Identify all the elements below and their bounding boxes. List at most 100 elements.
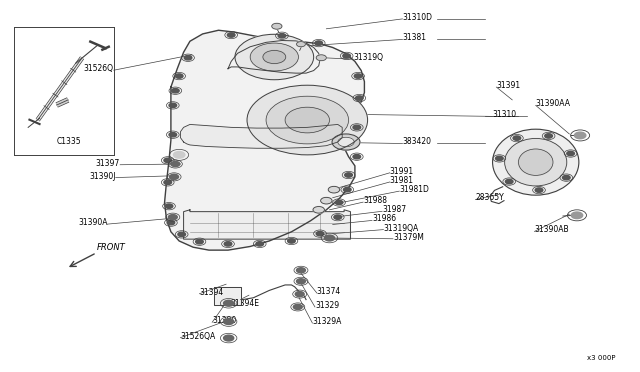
Circle shape: [513, 136, 521, 140]
Circle shape: [173, 151, 185, 158]
Polygon shape: [184, 210, 351, 239]
Circle shape: [344, 187, 351, 192]
Circle shape: [164, 158, 172, 163]
Circle shape: [315, 41, 323, 45]
Circle shape: [165, 204, 173, 208]
Text: 31526QA: 31526QA: [180, 332, 216, 341]
Circle shape: [196, 240, 204, 244]
Circle shape: [250, 43, 298, 71]
Circle shape: [169, 132, 177, 137]
Text: 31394: 31394: [200, 288, 224, 296]
Text: 31987: 31987: [382, 205, 406, 214]
Text: 31391: 31391: [497, 81, 520, 90]
Circle shape: [178, 232, 186, 237]
Circle shape: [295, 292, 304, 296]
Text: 31390A: 31390A: [78, 218, 108, 227]
Text: 28365Y: 28365Y: [476, 193, 504, 202]
Circle shape: [266, 96, 349, 144]
Text: 31390: 31390: [212, 316, 236, 325]
Circle shape: [353, 125, 360, 129]
Circle shape: [224, 242, 232, 246]
Text: C1335: C1335: [57, 137, 81, 146]
Circle shape: [169, 103, 177, 108]
Text: 31397: 31397: [96, 159, 120, 168]
Circle shape: [355, 74, 362, 78]
Circle shape: [256, 242, 264, 246]
Polygon shape: [180, 125, 342, 148]
Circle shape: [263, 51, 285, 64]
Circle shape: [272, 23, 282, 29]
Text: 31329: 31329: [315, 301, 339, 310]
Text: 383420: 383420: [403, 137, 431, 147]
Circle shape: [316, 231, 324, 236]
Circle shape: [235, 34, 314, 80]
Circle shape: [572, 212, 582, 219]
Circle shape: [353, 154, 360, 159]
Circle shape: [223, 319, 234, 324]
Circle shape: [495, 156, 503, 161]
Circle shape: [296, 268, 305, 273]
Circle shape: [563, 176, 570, 180]
Circle shape: [321, 198, 332, 204]
Circle shape: [296, 279, 305, 284]
Text: FRONT: FRONT: [97, 243, 125, 252]
Circle shape: [316, 55, 326, 61]
Ellipse shape: [505, 138, 567, 186]
Text: 31374: 31374: [317, 287, 341, 296]
Circle shape: [170, 174, 179, 179]
Circle shape: [184, 55, 192, 60]
Circle shape: [328, 186, 340, 193]
Circle shape: [545, 134, 552, 138]
Circle shape: [506, 179, 513, 184]
Text: 31319QA: 31319QA: [383, 224, 419, 232]
Text: 31329A: 31329A: [312, 317, 342, 326]
Text: 31986: 31986: [372, 214, 396, 223]
Circle shape: [223, 335, 234, 341]
Ellipse shape: [493, 129, 579, 195]
Text: 31319Q: 31319Q: [353, 53, 383, 62]
Ellipse shape: [518, 149, 553, 175]
Polygon shape: [164, 30, 364, 250]
Circle shape: [338, 137, 355, 147]
Text: 31991: 31991: [390, 167, 414, 176]
Circle shape: [167, 221, 175, 225]
Circle shape: [313, 206, 324, 213]
Text: 31310D: 31310D: [403, 13, 433, 22]
Text: 31988: 31988: [363, 196, 387, 205]
Text: 31390AA: 31390AA: [536, 99, 571, 108]
Circle shape: [168, 215, 177, 220]
Circle shape: [356, 96, 363, 100]
Circle shape: [575, 132, 586, 139]
Text: 31310: 31310: [493, 110, 516, 119]
Circle shape: [247, 85, 367, 155]
Circle shape: [171, 161, 180, 167]
Circle shape: [172, 89, 179, 93]
Circle shape: [227, 33, 235, 37]
Circle shape: [287, 239, 295, 243]
Circle shape: [296, 42, 305, 47]
Circle shape: [293, 304, 302, 310]
Text: 31981: 31981: [390, 176, 414, 185]
Circle shape: [535, 188, 543, 192]
Circle shape: [343, 54, 351, 58]
Circle shape: [567, 151, 574, 156]
Text: 31379M: 31379M: [393, 233, 424, 242]
Text: x3 000P: x3 000P: [586, 355, 615, 361]
Circle shape: [223, 300, 234, 306]
Circle shape: [278, 33, 285, 38]
Circle shape: [285, 107, 330, 133]
Circle shape: [324, 235, 335, 241]
Text: 31394E: 31394E: [230, 299, 259, 308]
Text: 31381: 31381: [403, 33, 426, 42]
Circle shape: [164, 180, 172, 185]
Circle shape: [345, 173, 353, 177]
Text: 31390J: 31390J: [89, 171, 116, 180]
Circle shape: [175, 74, 183, 78]
Text: 31981D: 31981D: [399, 185, 429, 194]
Polygon shape: [214, 287, 241, 305]
Text: 31390AB: 31390AB: [534, 225, 569, 234]
Text: 31526Q: 31526Q: [84, 64, 114, 73]
Circle shape: [332, 134, 360, 150]
Circle shape: [334, 215, 342, 219]
Circle shape: [335, 200, 343, 205]
